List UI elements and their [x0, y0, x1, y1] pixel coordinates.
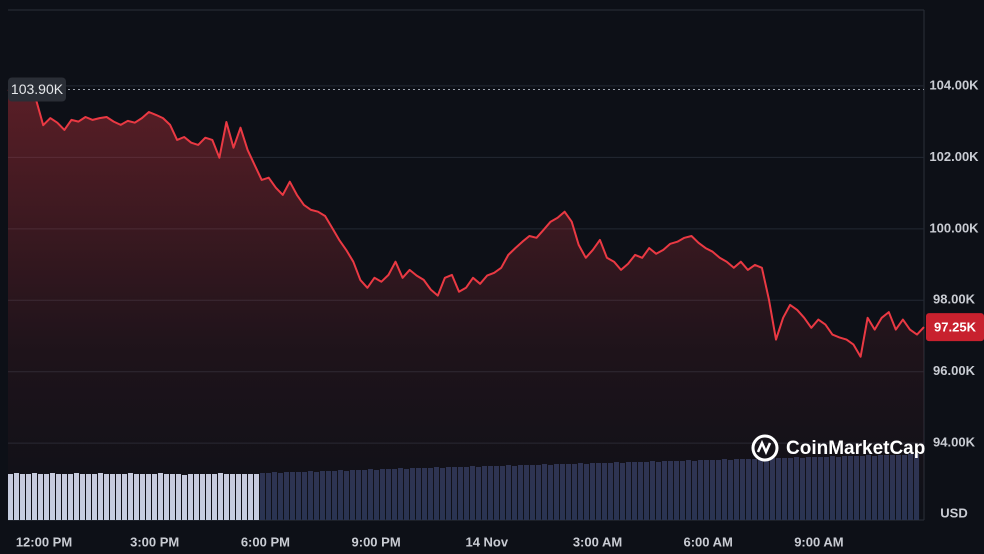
- x-tick-label: 14 Nov: [465, 534, 508, 549]
- plot: [7, 88, 925, 520]
- x-tick-label: 12:00 PM: [16, 534, 72, 549]
- last-price-label: 97.25K: [934, 320, 977, 335]
- watermark: CoinMarketCap: [786, 438, 925, 459]
- logo-mark: [756, 439, 772, 456]
- reference-badge: [8, 77, 66, 102]
- x-tick-label: 3:00 PM: [130, 534, 179, 549]
- currency-label: USD: [940, 505, 967, 520]
- x-tick-label: 9:00 AM: [794, 534, 843, 549]
- y-tick-label: 100.00K: [929, 220, 979, 235]
- last-price-badge: [926, 313, 984, 342]
- price-area: [8, 89, 924, 520]
- logo-icon: [751, 434, 779, 462]
- x-tick-label: 3:00 AM: [573, 534, 622, 549]
- x-tick-label: 9:00 PM: [352, 534, 401, 549]
- y-tick-label: 104.00K: [929, 77, 979, 92]
- y-tick-label: 94.00K: [933, 435, 976, 450]
- reference-label: 103.90K: [11, 81, 64, 97]
- x-tick-label: 6:00 AM: [684, 534, 733, 549]
- axis: 94.00K 96.00K 98.00K 100.00K 102.00K 104.00K 1…: [8, 77, 984, 549]
- y-tick-label: 98.00K: [933, 292, 976, 307]
- y-tick-label: 96.00K: [933, 363, 976, 378]
- price-line: [7, 88, 925, 358]
- x-tick-label: 6:00 PM: [241, 534, 290, 549]
- y-tick-label: 102.00K: [929, 149, 979, 164]
- logo: CoinMarketCap: [751, 434, 925, 462]
